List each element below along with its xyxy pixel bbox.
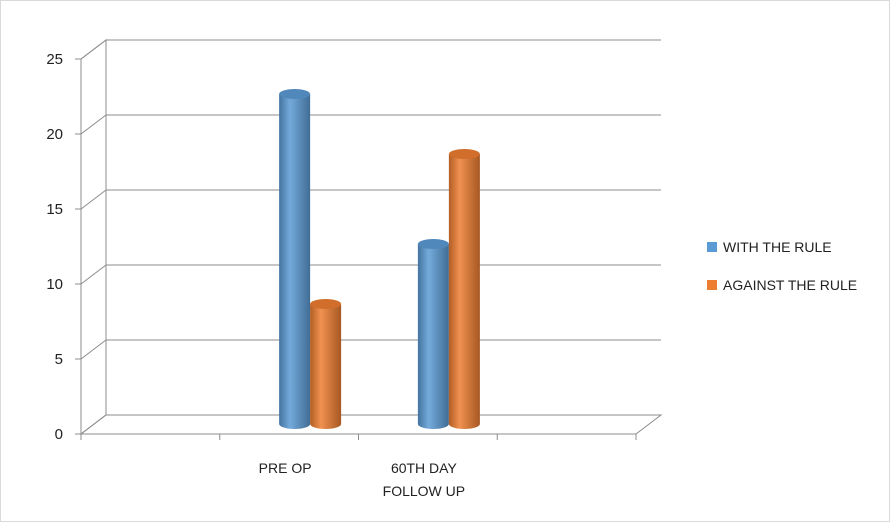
wall-gridline: [80, 264, 107, 285]
legend-label: WITH THE RULE: [723, 239, 832, 255]
wall-gridline: [80, 339, 107, 360]
bar-against-the-rule-2-top: [448, 149, 480, 159]
y-tick-label: 25: [46, 51, 63, 68]
wall-gridline: [80, 39, 107, 60]
legend-label: AGAINST THE RULE: [723, 277, 857, 293]
wall-gridline: [80, 414, 107, 435]
legend-swatch: [707, 242, 717, 252]
bar-with-the-rule-1[interactable]: [279, 94, 311, 429]
x-category-label: 60TH DAY: [391, 460, 458, 476]
y-tick-label: 10: [46, 276, 63, 293]
x-category-label: FOLLOW UP: [383, 483, 465, 499]
legend-swatch: [707, 280, 717, 290]
y-tick-label: 15: [46, 201, 63, 218]
left-wall: [80, 38, 107, 436]
wall-gridline: [80, 114, 107, 135]
bar-with-the-rule-2-top: [417, 239, 449, 249]
bar-against-the-rule-1[interactable]: [310, 304, 342, 429]
y-tick-label: 0: [55, 426, 63, 443]
y-tick-label: 20: [46, 126, 63, 143]
floor: [79, 414, 663, 435]
wall-gridline: [80, 189, 107, 210]
y-tick-label: 5: [55, 351, 63, 368]
x-category-label: PRE OP: [259, 460, 312, 476]
bar-against-the-rule-1-top: [310, 299, 342, 309]
bar-against-the-rule-2[interactable]: [448, 154, 480, 429]
bar-with-the-rule-2[interactable]: [417, 244, 449, 429]
bar-with-the-rule-1-top: [279, 89, 311, 99]
